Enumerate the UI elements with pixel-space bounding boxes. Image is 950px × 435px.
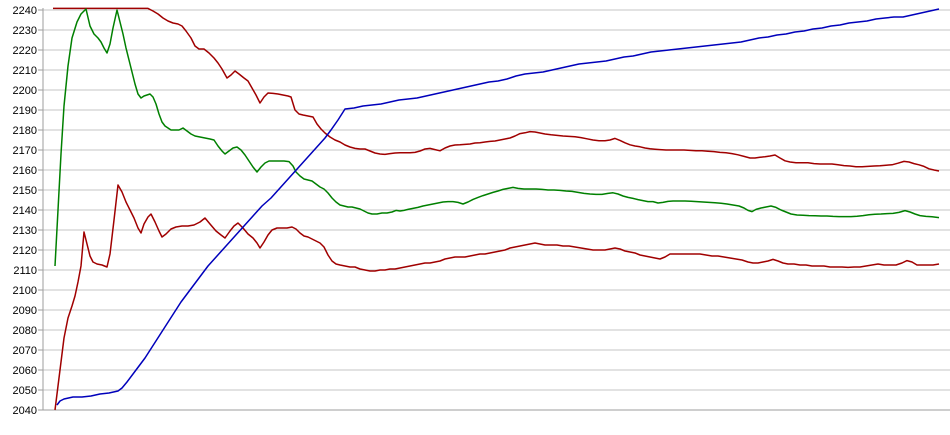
y-axis-labels-group: 2240 2230 2220 2210 2200 2190 2180 2170 2160 2150…: [13, 5, 37, 417]
y-axis-label: 2220: [13, 45, 37, 57]
y-axis-label: 2170: [13, 145, 37, 157]
y-axis-label: 2130: [13, 225, 37, 237]
y-axis-label: 2120: [13, 245, 37, 257]
y-axis-label: 2180: [13, 125, 37, 137]
gridlines-group: [43, 9, 950, 411]
y-axis-label: 2210: [13, 65, 37, 77]
y-axis-label: 2090: [13, 305, 37, 317]
y-axis-label: 2190: [13, 105, 37, 117]
y-axis-label: 2230: [13, 25, 37, 37]
y-axis-label: 2110: [13, 265, 37, 277]
y-axis-label: 2040: [13, 405, 37, 417]
axes-group: [38, 8, 44, 411]
y-axis-label: 2080: [13, 325, 37, 337]
series-lines-group: [53, 7, 940, 411]
series-line-green: [54, 8, 940, 267]
y-axis-label: 2100: [13, 285, 37, 297]
y-axis-label: 2150: [13, 185, 37, 197]
y-axis-label: 2160: [13, 165, 37, 177]
y-axis-label: 2200: [13, 85, 37, 97]
y-axis-label: 2140: [13, 205, 37, 217]
series-line-lower-red: [54, 184, 940, 411]
y-axis-label: 2060: [13, 365, 37, 377]
series-line-blue: [56, 8, 940, 406]
y-axis-label: 2050: [13, 385, 37, 397]
series-line-upper-red: [53, 7, 940, 172]
y-axis-label: 2240: [13, 5, 37, 17]
y-axis-label: 2070: [13, 345, 37, 357]
